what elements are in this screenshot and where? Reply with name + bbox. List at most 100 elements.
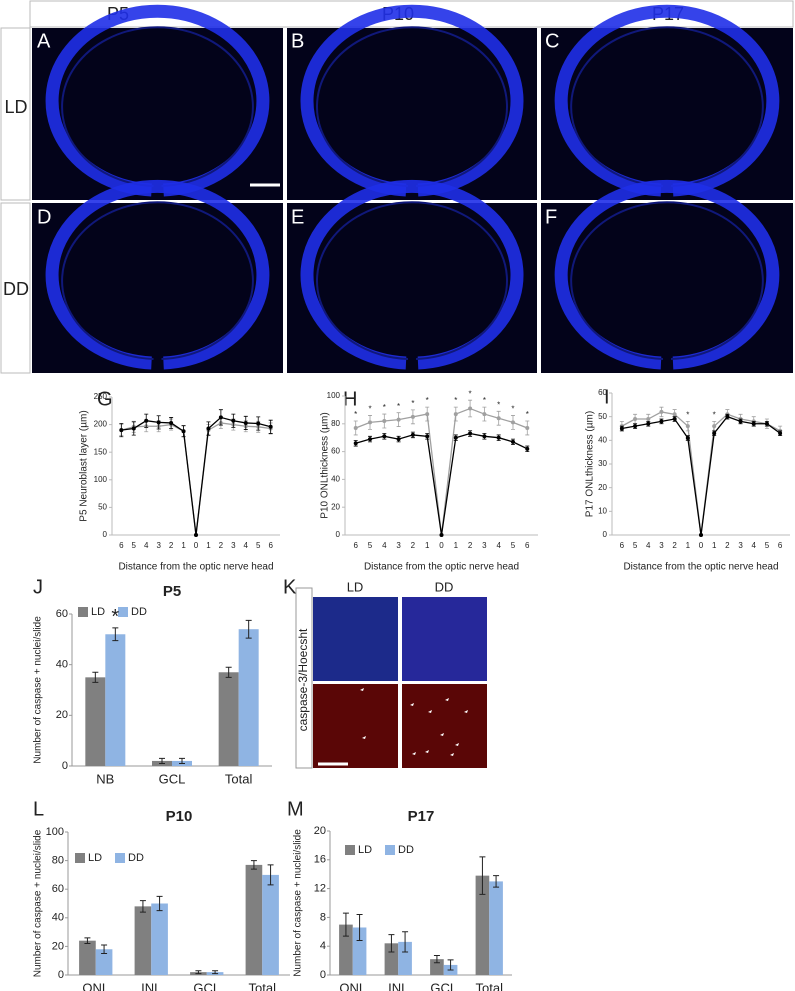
data-point [382,434,387,439]
retina-edge [316,26,508,187]
x-tick-label: 4 [496,541,501,550]
error-bar [101,944,108,955]
error-bar [402,931,409,953]
significance-mark: * [497,400,500,409]
x-tick-label: Total [476,980,504,991]
y-axis-label: P10 ONLthickness (µm) [320,412,331,518]
y-axis-label: Number of caspase + nuclei/slide [293,829,304,977]
legend-label: LD [358,844,372,856]
x-tick-label: ONL [339,980,366,991]
k-column-label: LD [347,579,364,594]
data-point [425,434,430,439]
bar [339,924,353,975]
micrograph [32,28,283,200]
y-tick-label: 60 [52,883,64,895]
data-point [482,412,487,417]
x-tick-label: 3 [231,541,236,550]
x-tick-label: 6 [778,541,783,550]
x-tick-label: 1 [454,541,459,550]
x-tick-label: 1 [686,541,691,550]
panel-letter: J [33,576,43,598]
data-point [482,434,487,439]
x-tick-label: Total [225,771,253,786]
legend-swatch [118,607,128,617]
x-tick-label: 1 [425,541,430,550]
y-tick-label: 4 [320,940,326,952]
data-point [410,432,415,437]
y-tick-label: 30 [598,459,607,468]
error-bar [92,671,99,683]
significance-mark: * [511,405,514,414]
x-tick-label: 5 [511,541,516,550]
x-tick-label: 5 [132,541,137,550]
legend-swatch [75,853,85,863]
arrowhead [464,710,468,713]
legend-label: DD [128,852,144,864]
micrographs [32,4,793,768]
significance-mark: * [354,410,357,419]
y-tick-label: 150 [94,447,108,456]
bar [105,634,126,766]
data-point [439,533,444,537]
retina-edge [61,26,254,187]
legend-label: DD [131,606,147,618]
data-point [181,429,186,434]
data-point [194,533,198,537]
legend-label: LD [91,606,105,618]
retina-layer [554,179,780,370]
data-point [685,424,690,429]
x-tick-label: 0 [439,541,444,550]
data-point [725,414,730,419]
x-tick-label: 6 [525,541,530,550]
data-point [353,425,358,430]
error-bar [388,934,395,953]
x-tick-label: 4 [382,541,387,550]
data-point [633,417,638,422]
error-bar [493,875,500,888]
retina-edge [316,201,508,360]
y-axis-label: P5 Neuroblast layer (µm) [79,410,90,521]
row-box [0,27,31,201]
x-tick-label: 0 [194,541,199,550]
error-bar [159,757,165,764]
data-point [510,420,515,425]
bar [134,906,152,975]
x-tick-label: 3 [738,541,743,550]
bar [352,927,367,975]
micrograph [287,203,537,373]
k-micrograph [402,597,487,681]
y-tick-label: 16 [314,854,326,866]
series-line [355,407,528,536]
x-tick-label: 5 [765,541,770,550]
bar [475,875,490,975]
error-bar [212,970,219,975]
panel-letter: E [291,206,304,228]
x-tick-label: 3 [396,541,401,550]
data-point [368,420,373,425]
data-point [410,414,415,419]
bar [384,943,399,975]
arrowhead [360,688,364,691]
legend-swatch [385,845,395,855]
panel-letter: F [545,206,557,228]
chart-title: P10 [166,808,193,825]
bar [398,941,412,975]
y-tick-label: 40 [52,912,64,924]
x-tick-label: 1 [206,541,211,550]
bar [238,629,259,766]
y-tick-label: 10 [598,506,607,515]
x-tick-label: 0 [699,541,704,550]
micrograph [287,28,537,200]
bar [245,864,263,975]
x-tick-label: 2 [169,541,174,550]
y-tick-label: 20 [331,502,340,511]
data-point [646,417,651,422]
y-tick-label: 60 [56,608,68,620]
x-tick-label: 5 [256,541,261,550]
data-point [453,412,458,417]
x-tick-label: 3 [156,541,161,550]
chart-title: P5 [163,583,181,600]
data-point [396,437,401,442]
legend-label: DD [398,844,414,856]
significance-mark: * [383,403,386,412]
